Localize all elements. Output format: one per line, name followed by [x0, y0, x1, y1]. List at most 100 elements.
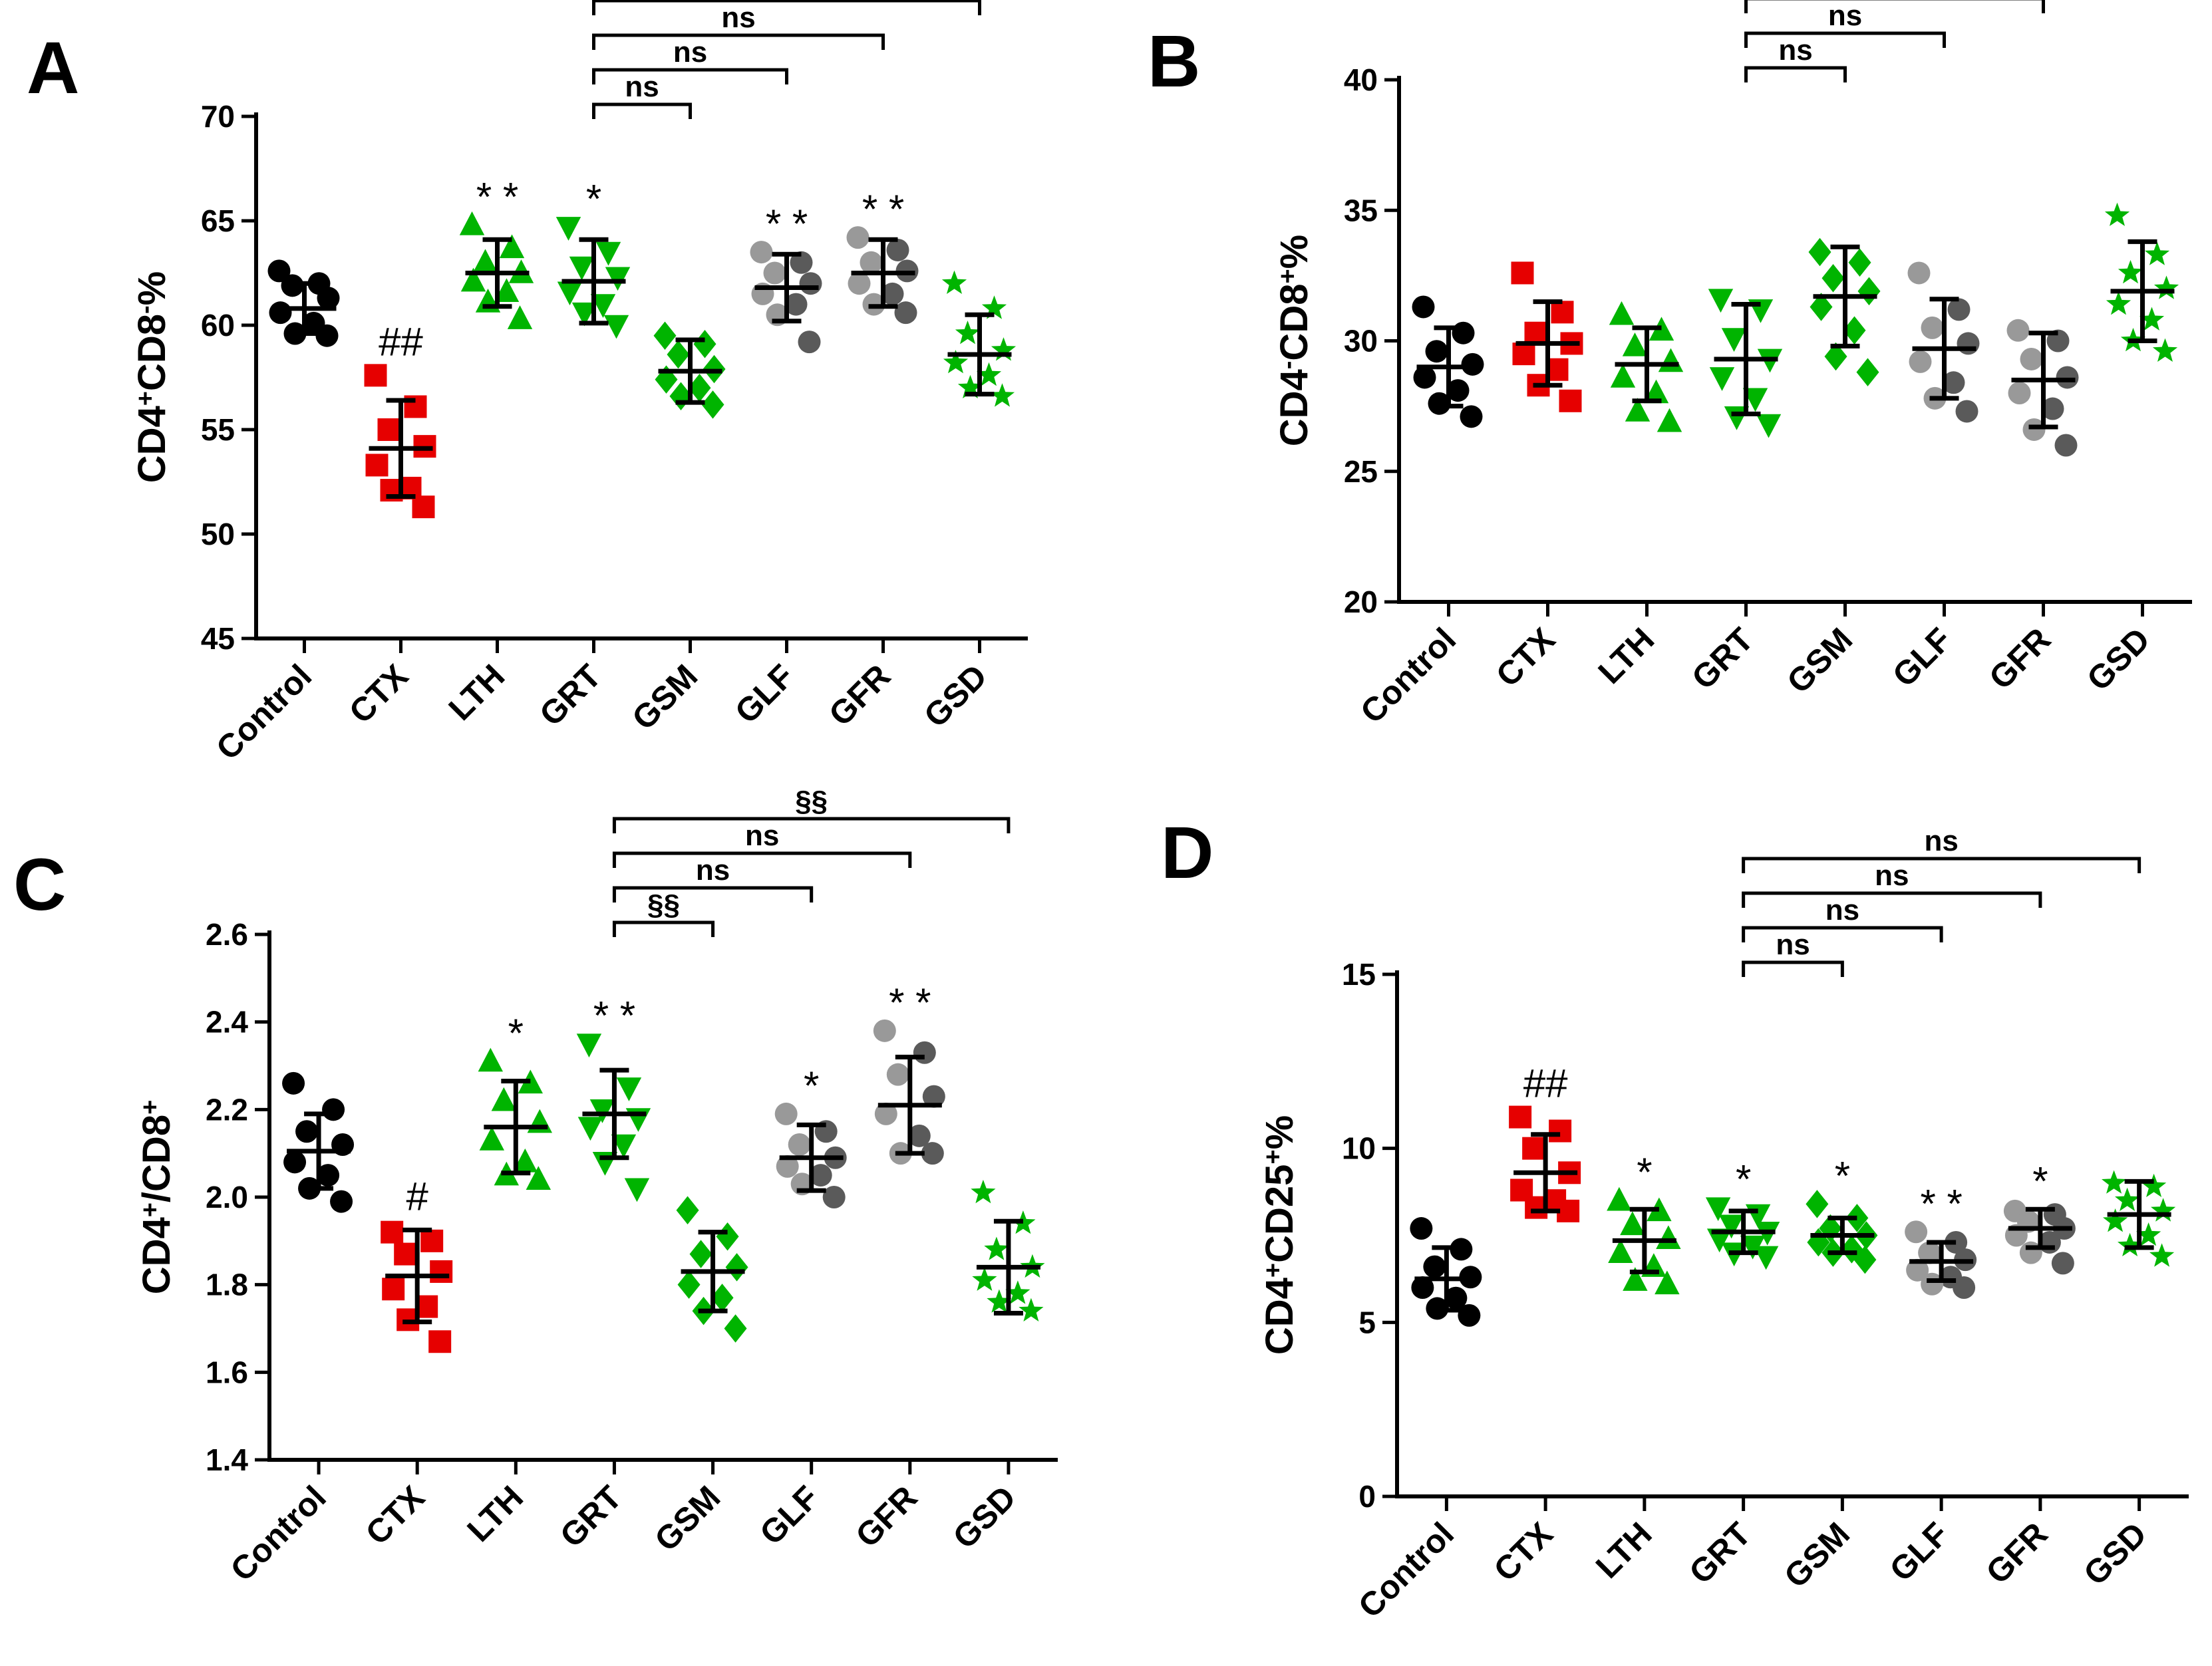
panel-a-point-gfr: [860, 251, 883, 274]
panel-b-point-control: [1452, 321, 1475, 345]
panel-d-y-axis-label: CD4+CD25+%: [1258, 1115, 1301, 1355]
panel-d: D 0 5 10 15 Control CTX LTH GRT GSM GLF GFR GSD CD4+C…: [1161, 812, 2189, 1625]
panel-a-point-control: [269, 301, 292, 325]
panel-a-bracket-label: ns: [673, 36, 707, 69]
panel-d-y-tick-label: 10: [1342, 1131, 1376, 1166]
panel-c-point-gfr: [874, 1102, 897, 1125]
panel-b-x-tick-label: CTX: [1489, 621, 1562, 694]
panel-c-point-ctx: [420, 1229, 444, 1252]
panel-d-point-gsm: [1806, 1190, 1829, 1218]
panel-c-point-control: [295, 1120, 319, 1143]
panel-c-y-axis-label: CD4+/CD8+: [135, 1100, 178, 1295]
panel-d-point-control: [1444, 1286, 1468, 1310]
panel-c-point-glf: [822, 1186, 846, 1208]
panel-a-sig-grt: *: [586, 176, 601, 221]
panel-c-point-gsd: [972, 1267, 997, 1291]
panel-c-point-control: [330, 1190, 353, 1213]
panel-c-point-ctx: [381, 1220, 404, 1244]
panel-c-x-tick-label: GFR: [848, 1478, 924, 1554]
panel-d-point-grt: [1706, 1228, 1732, 1253]
panel-b-point-glf: [1909, 350, 1932, 373]
panel-c-bracket-grt-gsd: [612, 817, 1011, 833]
panel-b-point-ctx: [1512, 343, 1535, 366]
panel-c-point-control: [322, 1098, 345, 1121]
panel-a-point-control: [315, 324, 339, 347]
panel-a-point-gfr: [886, 238, 909, 261]
panel-b-x-tick-label: GFR: [1982, 621, 2058, 696]
panel-d-sig-gsm: *: [1835, 1153, 1850, 1198]
panel-d-point-lth: [1656, 1225, 1681, 1250]
panel-c-x-tick-label: GRT: [553, 1478, 629, 1554]
panel-c-point-grt: [616, 1077, 642, 1101]
panel-b-point-control: [1428, 392, 1451, 415]
panel-c-x-tick-label: GLF: [752, 1478, 826, 1552]
panel-a-point-gsd: [981, 295, 1007, 319]
panel-b-point-ctx: [1551, 301, 1574, 324]
panel-d-point-ctx: [1509, 1105, 1532, 1129]
panel-d-point-gsd: [2115, 1187, 2140, 1211]
panel-d-x-tick-label: GFR: [1978, 1515, 2054, 1591]
panel-c-point-ctx: [382, 1278, 405, 1301]
panel-d-y-tick-label: 5: [1358, 1305, 1376, 1339]
panel-b-x-tick-label: GLF: [1885, 621, 1959, 694]
panel-c-point-glf: [774, 1102, 798, 1125]
panel-b-point-ctx: [1511, 261, 1534, 285]
panel-c-point-control: [282, 1071, 305, 1095]
panel-a-bracket-grt-glf: [592, 68, 788, 84]
panel-a-point-grt: [555, 217, 581, 241]
panel-b-point-gfr: [2008, 382, 2031, 404]
panel-b-x-tick-label: Control: [1353, 621, 1463, 730]
panel-b-y-tick-label: 30: [1344, 324, 1378, 358]
panel-b-y-tick-label: 20: [1344, 585, 1378, 619]
panel-b-point-grt: [1709, 367, 1735, 391]
panel-a-x-tick-label: GFR: [822, 657, 897, 733]
panel-b-point-grt: [1756, 414, 1782, 438]
panel-b-point-gfr: [2022, 418, 2046, 441]
panel-a-point-ctx: [364, 364, 387, 387]
panel-d-sig-lth: *: [1637, 1150, 1652, 1194]
panel-d-point-gfr: [2051, 1252, 2074, 1275]
panel-c-y-tick-label: 2.4: [206, 1005, 248, 1040]
panel-c-bracket-grt-gfr: [612, 851, 912, 868]
panel-b-point-gfr: [2041, 397, 2064, 420]
panel-a-point-glf: [784, 293, 808, 316]
panel-a-x-tick-label: GLF: [728, 657, 801, 730]
panel-c-point-gsd: [987, 1289, 1012, 1313]
panel-a-x-tick-label: GRT: [532, 657, 608, 733]
panel-d-point-glf: [1918, 1241, 1941, 1264]
panel-c-x-tick-label: GSM: [647, 1478, 727, 1558]
panel-a-bracket-label: ns: [721, 1, 755, 34]
panel-b-point-gsm: [1810, 293, 1833, 321]
panel-a-point-gfr: [846, 226, 869, 249]
panel-b-point-control: [1460, 405, 1483, 428]
panel-b-x-tick-label: LTH: [1591, 621, 1662, 691]
panel-c-point-glf: [809, 1164, 832, 1187]
panel-a-sig-gfr: * *: [862, 187, 904, 231]
panel-b-point-control: [1413, 366, 1436, 389]
panel-c-x-tick-label: Control: [224, 1478, 333, 1588]
panel-b-point-lth: [1625, 398, 1651, 422]
panel-c-point-gsd: [1019, 1298, 1044, 1321]
panel-b-point-gsm: [1856, 358, 1879, 386]
panel-c-point-grt: [577, 1117, 603, 1141]
panel-c-sig-glf: *: [804, 1063, 819, 1108]
panel-d-bracket-label: ns: [1776, 928, 1810, 961]
panel-b-bracket-grt-gfr: [1744, 0, 2045, 13]
panel-a-point-gsd: [943, 350, 969, 374]
panel-d-bracket-grt-gfr: [1742, 891, 2042, 908]
panel-c-point-gfr: [886, 1063, 909, 1086]
panel-c-bracket-label: §§: [795, 785, 828, 817]
panel-a-point-gsd: [957, 374, 983, 398]
panel-d-bracket-label: ns: [1825, 894, 1859, 926]
panel-a-point-gsm: [693, 330, 716, 358]
panel-c-sig-ctx: #: [406, 1174, 429, 1218]
panel-c-point-lth: [491, 1087, 517, 1111]
panel-a-point-gsm: [653, 321, 677, 350]
panel-a-point-gsd: [991, 337, 1017, 361]
panel-a-letter: A: [27, 27, 79, 109]
panel-d-point-gsd: [2141, 1173, 2167, 1197]
panel-b-point-gsm: [1857, 277, 1881, 306]
panel-a-point-lth: [494, 278, 520, 303]
panel-b-point-gsd: [2152, 338, 2178, 362]
